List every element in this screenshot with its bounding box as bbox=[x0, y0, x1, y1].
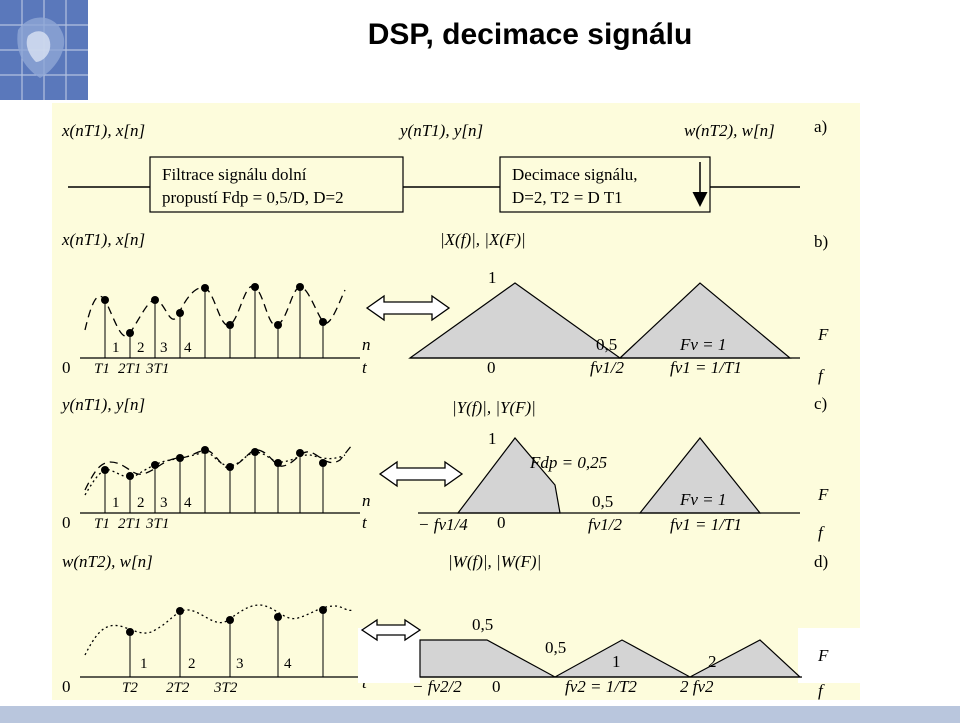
row-d-tag: d) bbox=[814, 552, 828, 571]
row-b-tick-n1: 1 bbox=[112, 340, 120, 356]
row-c-tick-t3: 3T1 bbox=[145, 516, 169, 532]
filter-box-line1: Filtrace signálu dolní bbox=[162, 165, 307, 184]
row-d-spectrum bbox=[419, 639, 802, 678]
row-d-samples bbox=[126, 606, 327, 677]
row-c-tick-n3: 3 bbox=[160, 495, 168, 511]
row-c-t: t bbox=[362, 513, 368, 532]
row-d-tick-n1: 1 bbox=[140, 656, 148, 672]
row-c-Fv: Fv = 1 bbox=[679, 490, 726, 509]
row-d-tick-t3: 3T2 bbox=[213, 680, 238, 696]
decimation-box bbox=[499, 156, 711, 213]
row-d-tick-n2: 2 bbox=[188, 656, 196, 672]
row-c-tick-t2: 2T1 bbox=[118, 516, 141, 532]
row-d-one: 1 bbox=[612, 652, 621, 671]
row-d-left-label: w(nT2), w[n] bbox=[62, 552, 153, 571]
row-d-fv2: fv2 = 1/T2 bbox=[565, 677, 637, 696]
row-c-fv1: fv1 = 1/T1 bbox=[670, 515, 742, 534]
row-d-right-label: |W(f)|, |W(F)| bbox=[448, 552, 541, 571]
row-d-peak: 0,5 bbox=[472, 615, 493, 634]
row-c-tick-t1: T1 bbox=[94, 516, 110, 532]
row-b-zero: 0 bbox=[62, 358, 71, 377]
row-d-freq-zero: 0 bbox=[492, 677, 501, 696]
row-c-double-arrow bbox=[378, 460, 464, 488]
university-logo bbox=[0, 0, 88, 100]
row-b-t: t bbox=[362, 358, 368, 377]
row-b-tick-n4: 4 bbox=[184, 340, 192, 356]
row-c-filtered-signal bbox=[84, 451, 346, 496]
row-d-envelope bbox=[84, 604, 353, 656]
row-c-minus-fv1: − fv1/4 bbox=[418, 515, 468, 534]
row-b-tick-t1: T1 bbox=[94, 361, 110, 377]
row-c-half: 0,5 bbox=[592, 492, 613, 511]
row-c-right-label: |Y(f)|, |Y(F)| bbox=[452, 398, 536, 417]
footer-bar bbox=[0, 706, 960, 723]
row-b-tick-t3: 3T1 bbox=[145, 361, 169, 377]
decimation-box-line1: Decimace signálu, bbox=[512, 165, 638, 184]
row-c-samples bbox=[101, 446, 327, 513]
filter-box bbox=[149, 156, 404, 213]
row-d-tick-t2: 2T2 bbox=[166, 680, 190, 696]
row-d-minus-fv2: − fv2/2 bbox=[412, 677, 462, 696]
page-title: DSP, decimace signálu bbox=[367, 18, 693, 51]
row-d-tick-n3: 3 bbox=[236, 656, 244, 672]
row-d-double-arrow bbox=[360, 618, 422, 642]
row-b-fv1-half: fv1/2 bbox=[590, 358, 624, 377]
row-b-fv1: fv1 = 1/T1 bbox=[670, 358, 742, 377]
row-b-tick-t2: 2T1 bbox=[118, 361, 141, 377]
row-a-tag: a) bbox=[814, 117, 827, 136]
row-c-n: n bbox=[362, 491, 371, 510]
row-c-tag: c) bbox=[814, 394, 827, 413]
row-d-right-patch bbox=[798, 628, 860, 683]
row-d-half: 0,5 bbox=[545, 638, 566, 657]
row-c-freq-zero: 0 bbox=[497, 513, 506, 532]
row-c-Fdp: Fdp = 0,25 bbox=[529, 453, 607, 472]
row-a-x-label: x(nT1), x[n] bbox=[61, 121, 145, 140]
row-c-original-signal bbox=[84, 444, 353, 491]
row-d-zero: 0 bbox=[62, 677, 71, 696]
row-d-tick-n4: 4 bbox=[284, 656, 292, 672]
filter-box-line2: propustí Fdp = 0,5/D, D=2 bbox=[162, 188, 344, 207]
row-c-peak: 1 bbox=[488, 429, 497, 448]
row-c-F: F bbox=[817, 485, 829, 504]
row-c-zero: 0 bbox=[62, 513, 71, 532]
row-b-tag: b) bbox=[814, 232, 828, 251]
row-b-Fv: Fv = 1 bbox=[679, 335, 726, 354]
row-b-samples bbox=[101, 283, 327, 358]
row-c-f: f bbox=[818, 523, 825, 542]
row-d-f: f bbox=[818, 681, 825, 700]
decimation-box-line2: D=2, T2 = D T1 bbox=[512, 188, 623, 207]
row-b-n: n bbox=[362, 335, 371, 354]
row-b-tick-n3: 3 bbox=[160, 340, 168, 356]
row-b-right-label: |X(f)|, |X(F)| bbox=[440, 230, 526, 249]
row-d-two-fv2: 2 fv2 bbox=[680, 677, 714, 696]
row-b-left-label: x(nT1), x[n] bbox=[61, 230, 145, 249]
row-c-fv1-half: fv1/2 bbox=[588, 515, 622, 534]
row-b-continuous-signal bbox=[84, 285, 346, 337]
row-c-tick-n2: 2 bbox=[137, 495, 145, 511]
row-a-w-label: w(nT2), w[n] bbox=[684, 121, 775, 140]
row-c-tick-n4: 4 bbox=[184, 495, 192, 511]
row-b-spectrum-main bbox=[408, 282, 622, 359]
row-b-f: f bbox=[818, 366, 825, 385]
row-d-F: F bbox=[817, 646, 829, 665]
row-d-two: 2 bbox=[708, 652, 717, 671]
row-b-F: F bbox=[817, 325, 829, 344]
row-d-tick-t1: T2 bbox=[122, 680, 138, 696]
row-c-tick-n1: 1 bbox=[112, 495, 120, 511]
row-b-double-arrow bbox=[365, 294, 451, 322]
row-b-peak: 1 bbox=[488, 268, 497, 287]
row-c-spectrum-main bbox=[456, 437, 561, 514]
row-b-half: 0,5 bbox=[596, 335, 617, 354]
row-b-freq-zero: 0 bbox=[487, 358, 496, 377]
row-a-y-label: y(nT1), y[n] bbox=[398, 121, 483, 140]
row-b-tick-n2: 2 bbox=[137, 340, 145, 356]
row-c-left-label: y(nT1), y[n] bbox=[60, 395, 145, 414]
